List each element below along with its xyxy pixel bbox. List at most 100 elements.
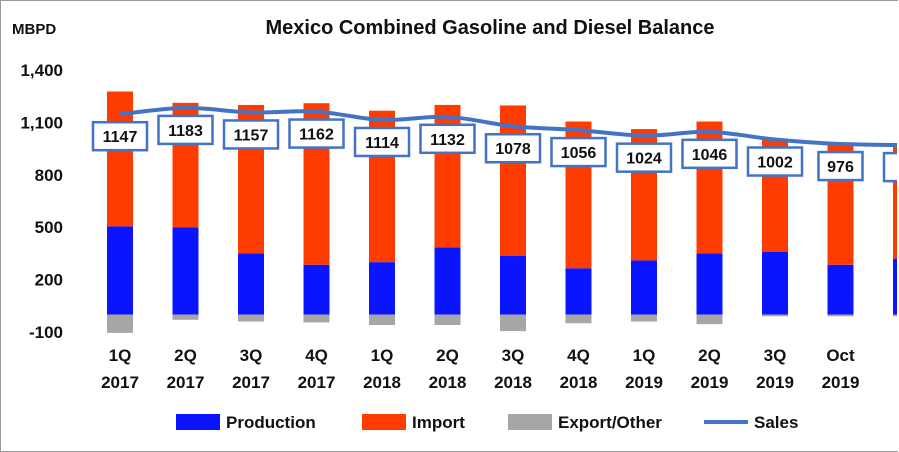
y-tick-label: 800 — [35, 166, 63, 185]
data-label: 1078 — [495, 141, 531, 158]
x-tick-label: Oct — [826, 346, 855, 365]
bar-export-other — [827, 314, 854, 317]
data-label: 1162 — [299, 127, 334, 144]
legend-swatch — [362, 414, 406, 430]
data-label: 1132 — [430, 132, 465, 149]
bar-production — [696, 253, 723, 315]
data-label-box — [882, 151, 897, 183]
data-label: 976 — [827, 159, 854, 176]
data-label-box — [681, 138, 738, 170]
legend-swatch — [508, 414, 552, 430]
data-label-box — [615, 142, 673, 173]
bar-export-other — [434, 314, 461, 326]
x-tick-label-year: 20 — [897, 373, 899, 392]
y-tick-label: 1,400 — [20, 61, 63, 80]
bar-production — [565, 268, 592, 315]
data-label: 1114 — [365, 135, 399, 152]
bar-export-other — [696, 314, 723, 325]
bar-export-other — [172, 314, 199, 320]
bar-export-other — [631, 314, 657, 322]
x-tick-label: 4Q — [305, 346, 328, 365]
bar-export-other — [500, 314, 526, 332]
data-label-box — [817, 150, 864, 182]
data-label-box — [353, 126, 411, 158]
bar-export-other — [303, 314, 330, 323]
x-tick-label-year: 2018 — [363, 373, 401, 392]
legend-label: Import — [412, 413, 465, 432]
bar-production — [172, 227, 199, 315]
bar-production — [631, 260, 657, 315]
y-tick-label: 500 — [35, 218, 63, 237]
plot-area: 1147 1183 1157 1162 1114 1132 1078 1056 1024 1046… — [91, 91, 897, 333]
x-tick-label: 1Q — [109, 346, 132, 365]
y-tick-label: 1,100 — [20, 113, 63, 132]
x-tick-label-year: 2019 — [756, 373, 794, 392]
data-label-box — [222, 119, 280, 150]
bar-production — [500, 256, 526, 315]
data-label: 1157 — [234, 127, 269, 144]
legend-label: Export/Other — [558, 413, 662, 432]
chart-title: Mexico Combined Gasoline and Diesel Bala… — [265, 17, 714, 39]
bar-production — [303, 264, 330, 315]
x-axis: 1Q 2017 2Q 2017 3Q 2017 4Q 2017 1Q 2018 2Q 2018 3Q 20… — [101, 346, 899, 392]
legend-label: Sales — [754, 413, 798, 432]
x-tick-label-year: 2018 — [429, 373, 467, 392]
data-label: 1046 — [692, 147, 728, 164]
x-tick-label: 4Q — [567, 346, 590, 365]
x-tick-label: 1Q — [633, 346, 656, 365]
data-labels: 1147 1183 1157 1162 1114 1132 1078 1056 1024 1046… — [91, 114, 897, 183]
x-tick-label-year: 2017 — [232, 373, 270, 392]
bar-export-other — [107, 314, 133, 333]
y-tick-label: 200 — [35, 271, 63, 290]
bar-export-other — [238, 314, 264, 322]
data-label-box — [550, 136, 607, 168]
data-label-box — [419, 123, 476, 155]
x-tick-label-year: 2019 — [691, 373, 729, 392]
data-label-box — [91, 120, 149, 152]
x-tick-label-year: 2019 — [625, 373, 663, 392]
data-label: 1147 — [103, 129, 138, 146]
bar-production — [369, 262, 395, 315]
x-tick-label-year: 2018 — [560, 373, 598, 392]
legend-label: Production — [226, 413, 316, 432]
legend-swatch — [176, 414, 220, 430]
data-label: 1002 — [757, 155, 793, 172]
data-label: 1024 — [626, 151, 662, 168]
data-label-box — [288, 118, 345, 149]
sales-line — [119, 105, 897, 148]
bar-production — [893, 258, 897, 315]
x-tick-label: 3Q — [502, 346, 525, 365]
legend: Production Import Export/Other Sales — [176, 413, 798, 432]
data-label: 1183 — [168, 123, 203, 140]
sales-line-group — [119, 105, 897, 148]
x-tick-label: 3Q — [764, 346, 787, 365]
bar-production — [434, 247, 461, 315]
x-tick-label-year: 2017 — [298, 373, 336, 392]
data-label-box — [157, 114, 214, 146]
data-label-box — [484, 132, 542, 164]
bar-production — [827, 264, 854, 315]
data-label: 1056 — [561, 145, 597, 162]
bar-production — [107, 226, 133, 315]
bar-export-other — [762, 314, 788, 317]
x-tick-label-year: 2017 — [167, 373, 205, 392]
bar-import — [500, 105, 526, 257]
x-tick-label: 2Q — [436, 346, 459, 365]
x-tick-label: 2Q — [698, 346, 721, 365]
x-tick-label-year: 2018 — [494, 373, 532, 392]
y-axis-label: MBPD — [12, 21, 56, 38]
x-tick-label-year: 2017 — [101, 373, 139, 392]
bar-production — [762, 251, 788, 315]
x-tick-label: 3Q — [240, 346, 263, 365]
x-tick-label: 1Q — [371, 346, 394, 365]
x-tick-label-year: 2019 — [822, 373, 860, 392]
x-tick-label: 2Q — [174, 346, 197, 365]
bar-export-other — [565, 314, 592, 324]
y-axis: 1,400 1,100 800 500 200 -100 — [20, 61, 63, 342]
bar-export-other — [893, 314, 897, 317]
data-label-box — [746, 146, 804, 177]
bar-export-other — [369, 314, 395, 326]
bar-import — [893, 146, 897, 259]
y-tick-label: -100 — [29, 323, 63, 342]
